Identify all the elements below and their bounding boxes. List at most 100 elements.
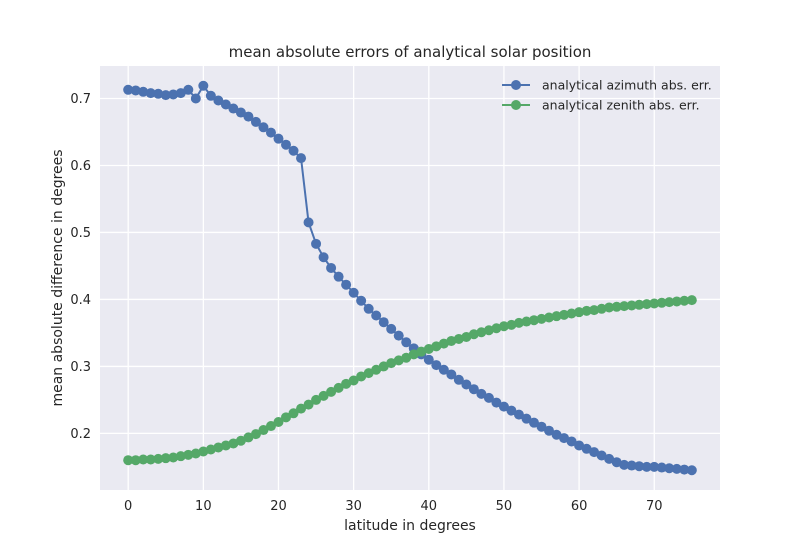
data-point bbox=[145, 454, 156, 465]
data-point bbox=[423, 344, 434, 354]
data-point bbox=[498, 321, 509, 332]
data-point bbox=[544, 312, 555, 323]
data-point bbox=[619, 459, 630, 470]
data-point bbox=[536, 421, 547, 432]
data-point bbox=[491, 323, 502, 334]
data-point bbox=[311, 238, 322, 249]
data-point bbox=[641, 461, 652, 472]
data-point bbox=[273, 417, 284, 428]
data-point bbox=[551, 429, 562, 440]
data-point bbox=[401, 337, 412, 348]
x-tick-label: 60 bbox=[571, 499, 588, 514]
data-point bbox=[183, 449, 194, 460]
legend: analytical azimuth abs. err. analytical … bbox=[502, 78, 712, 113]
data-point bbox=[596, 450, 607, 461]
data-point bbox=[288, 145, 299, 156]
data-point bbox=[213, 442, 224, 453]
data-point bbox=[190, 93, 201, 104]
data-point bbox=[581, 443, 592, 454]
data-point bbox=[386, 358, 397, 369]
data-point bbox=[288, 408, 299, 419]
plot-background bbox=[100, 66, 720, 490]
data-point bbox=[468, 329, 479, 340]
data-point bbox=[138, 454, 149, 465]
data-point bbox=[544, 425, 555, 436]
data-point bbox=[123, 455, 134, 466]
data-point bbox=[574, 307, 585, 318]
data-point bbox=[611, 457, 622, 468]
data-point bbox=[483, 325, 494, 336]
data-point bbox=[326, 386, 337, 397]
data-point bbox=[671, 463, 682, 474]
data-point bbox=[626, 300, 637, 311]
data-point bbox=[145, 88, 156, 99]
data-point bbox=[453, 374, 464, 385]
data-point bbox=[468, 384, 479, 395]
data-point bbox=[363, 303, 374, 314]
data-point bbox=[589, 305, 600, 316]
data-point bbox=[153, 453, 164, 464]
data-point bbox=[566, 436, 577, 447]
data-point bbox=[341, 279, 352, 290]
data-point bbox=[205, 90, 216, 101]
data-point bbox=[656, 297, 667, 308]
data-point bbox=[220, 99, 231, 110]
data-point bbox=[228, 438, 239, 449]
data-point bbox=[183, 84, 194, 95]
data-point bbox=[529, 417, 539, 428]
data-point bbox=[258, 122, 269, 133]
data-point bbox=[333, 382, 344, 393]
data-point bbox=[235, 107, 246, 118]
data-point bbox=[634, 461, 645, 472]
data-point bbox=[611, 301, 622, 312]
data-point bbox=[175, 88, 186, 99]
data-point bbox=[566, 308, 577, 319]
data-point bbox=[664, 297, 675, 308]
data-point bbox=[686, 295, 697, 306]
data-point bbox=[408, 349, 419, 360]
data-point bbox=[664, 463, 675, 474]
data-point bbox=[348, 375, 359, 386]
data-point bbox=[513, 409, 524, 420]
data-point bbox=[281, 139, 291, 150]
data-point bbox=[506, 319, 517, 330]
data-point bbox=[123, 84, 134, 95]
y-tick-label: 0.7 bbox=[70, 92, 91, 107]
x-tick-labels: 0 10 20 30 40 50 60 70 bbox=[124, 499, 662, 514]
data-point bbox=[265, 421, 276, 432]
data-point bbox=[589, 447, 600, 458]
grid bbox=[100, 66, 720, 490]
series-azimuth bbox=[123, 80, 697, 476]
data-point bbox=[679, 464, 690, 475]
data-point bbox=[333, 271, 344, 282]
y-tick-label: 0.4 bbox=[70, 293, 91, 308]
x-tick-label: 50 bbox=[496, 499, 513, 514]
data-point bbox=[446, 335, 457, 346]
data-point bbox=[431, 360, 442, 371]
data-point bbox=[341, 378, 352, 389]
data-point bbox=[438, 364, 449, 375]
data-point bbox=[318, 252, 329, 263]
data-point bbox=[649, 461, 660, 472]
data-point bbox=[243, 111, 254, 122]
data-point bbox=[250, 429, 261, 440]
data-point bbox=[160, 453, 171, 464]
y-tick-label: 0.2 bbox=[70, 427, 91, 442]
x-tick-label: 10 bbox=[195, 499, 212, 514]
data-point bbox=[168, 89, 179, 100]
legend-marker-zenith bbox=[511, 100, 521, 110]
data-point bbox=[513, 317, 524, 328]
data-point bbox=[371, 310, 382, 321]
x-tick-label: 0 bbox=[124, 499, 132, 514]
data-point bbox=[476, 388, 487, 399]
data-point bbox=[378, 361, 389, 372]
data-point bbox=[296, 153, 307, 164]
data-point bbox=[619, 301, 630, 312]
data-point bbox=[529, 315, 539, 326]
legend-marker-azimuth bbox=[511, 80, 521, 90]
data-point bbox=[153, 88, 164, 99]
data-point bbox=[265, 127, 276, 138]
data-point bbox=[130, 85, 141, 96]
data-point bbox=[303, 217, 314, 228]
data-point bbox=[303, 399, 314, 410]
